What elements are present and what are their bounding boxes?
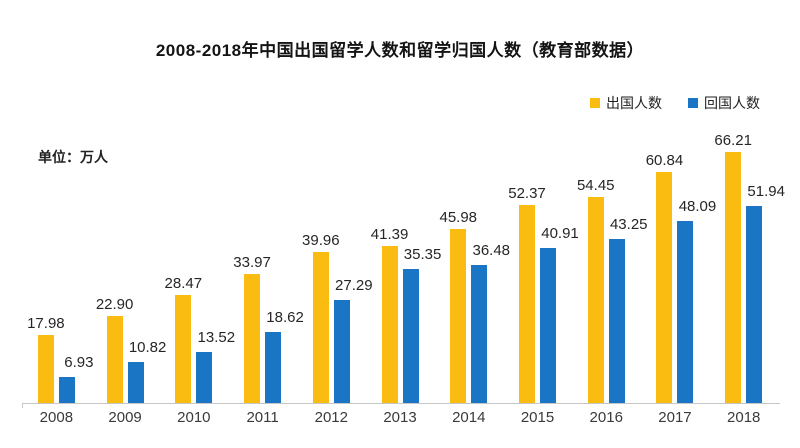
data-label-return-2014: 36.48 <box>472 242 511 259</box>
bar-group-2011: 33.97 18.62 <box>228 140 304 403</box>
bar-return-2014: 36.48 <box>471 242 510 403</box>
bar-abroad-2014: 45.98 <box>439 209 477 403</box>
data-label-abroad-2015: 52.37 <box>508 185 546 202</box>
bar-group-2009: 22.90 10.82 <box>91 140 166 403</box>
data-label-abroad-2014: 45.98 <box>439 209 478 226</box>
data-label-abroad-2010: 28.47 <box>164 275 203 292</box>
legend-label-abroad: 出国人数 <box>606 95 662 111</box>
data-label-return-2010: 13.52 <box>197 329 236 346</box>
x-axis-label-2013: 2013 <box>383 409 417 426</box>
bar-abroad-2012: 39.96 <box>302 232 340 403</box>
bar-group-2016: 54.45 43.25 <box>572 140 648 403</box>
unit-label: 单位：万人 <box>38 149 108 165</box>
chart-title: 2008-2018年中国出国留学人数和留学归国人数（教育部数据） <box>155 41 645 60</box>
data-label-abroad-2016: 54.45 <box>576 177 615 194</box>
bar-abroad-2010: 28.47 <box>165 275 202 403</box>
legend-swatch-return-icon <box>688 98 698 108</box>
data-label-abroad-2018: 66.21 <box>714 132 752 149</box>
bar-return-2011: 18.62 <box>265 309 304 403</box>
data-label-abroad-2017: 60.84 <box>645 152 684 169</box>
bar-return-2016: 43.25 <box>608 216 648 403</box>
x-axis-label-2012: 2012 <box>314 409 348 426</box>
x-axis-label-2011: 2011 <box>246 409 279 426</box>
data-label-return-2018: 51.94 <box>747 183 785 200</box>
bar-return-2010: 13.52 <box>196 329 235 403</box>
bar-return-2015: 40.91 <box>540 225 579 403</box>
bar-group-2018: 66.21 51.94 <box>709 132 785 403</box>
legend-swatch-abroad-icon <box>590 98 600 108</box>
bar-group-2008: 17.98 6.93 <box>22 140 93 403</box>
data-label-abroad-2013: 41.39 <box>370 226 409 243</box>
bar-abroad-2013: 41.39 <box>371 226 408 403</box>
bar-abroad-2008: 17.98 <box>27 315 65 403</box>
bar-abroad-2016: 54.45 <box>577 177 615 403</box>
data-label-return-2011: 18.62 <box>266 309 304 326</box>
x-axis-label-2008: 2008 <box>39 409 74 426</box>
data-label-return-2009: 10.82 <box>128 339 167 356</box>
bar-abroad-2018: 66.21 <box>714 132 752 403</box>
x-axis-label-2010: 2010 <box>177 409 211 426</box>
data-label-abroad-2011: 33.97 <box>233 254 271 271</box>
x-axis-tick <box>22 403 23 408</box>
x-axis-label-2014: 2014 <box>452 409 486 426</box>
data-label-abroad-2012: 39.96 <box>302 232 340 249</box>
legend: 出国人数 回国人数 <box>590 93 760 113</box>
data-label-return-2016: 43.25 <box>609 216 648 233</box>
bar-return-2013: 35.35 <box>402 246 441 403</box>
legend-item-return: 回国人数 <box>688 93 760 113</box>
x-axis-line <box>22 403 780 404</box>
bar-return-2008: 6.93 <box>58 354 93 403</box>
bar-return-2012: 27.29 <box>333 277 373 403</box>
x-axis-labels: 2008 2009 2010 2011 2012 2013 2014 2015 2016 2017… <box>22 409 778 426</box>
bar-group-2012: 39.96 27.29 <box>297 140 373 403</box>
bar-group-2017: 60.84 48.09 <box>641 140 716 403</box>
bar-group-2015: 52.37 40.91 <box>503 140 579 403</box>
bar-return-2017: 48.09 <box>677 198 716 403</box>
data-label-abroad-2009: 22.90 <box>95 296 134 313</box>
bar-group-2014: 45.98 36.48 <box>434 140 510 403</box>
legend-item-abroad: 出国人数 <box>590 93 662 113</box>
x-axis-label-2018: 2018 <box>727 409 761 426</box>
plot-area: 17.98 6.93 22.90 10.82 28.47 13.52 33.97 18.62 3… <box>22 132 785 403</box>
data-label-return-2013: 35.35 <box>403 246 442 263</box>
bar-abroad-2017: 60.84 <box>646 152 683 403</box>
data-label-return-2017: 48.09 <box>678 198 717 215</box>
x-axis-label-2016: 2016 <box>589 409 623 426</box>
x-axis-label-2017: 2017 <box>658 409 692 426</box>
data-label-abroad-2008: 17.98 <box>27 315 65 332</box>
bar-abroad-2015: 52.37 <box>508 185 546 403</box>
bar-group-2013: 41.39 35.35 <box>366 140 441 403</box>
x-axis-label-2009: 2009 <box>108 409 142 426</box>
data-label-return-2012: 27.29 <box>335 277 373 294</box>
data-label-return-2008: 6.93 <box>64 354 94 371</box>
bar-abroad-2011: 33.97 <box>233 254 271 403</box>
data-label-return-2015: 40.91 <box>541 225 579 242</box>
bar-group-2010: 28.47 13.52 <box>159 140 235 403</box>
bar-return-2009: 10.82 <box>127 339 166 403</box>
x-axis-label-2015: 2015 <box>520 409 555 426</box>
legend-label-return: 回国人数 <box>704 95 760 111</box>
bar-abroad-2009: 22.90 <box>96 296 133 403</box>
bar-return-2018: 51.94 <box>746 183 785 403</box>
